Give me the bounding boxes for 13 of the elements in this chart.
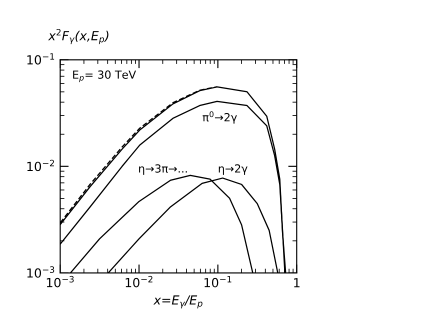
- x-axis-title: x=E$_{γ}$/E$_{p}$: [153, 295, 202, 308]
- x-tick-label: 10$^{−1}$: [204, 276, 232, 288]
- annotation: η→3π→...: [139, 164, 187, 175]
- annotation: E$_{p}$= 30 TeV: [73, 70, 136, 82]
- x-tick-label: 10$^{−3}$: [46, 276, 74, 288]
- x-tick-label: 1: [294, 278, 300, 288]
- y-tick-label: 10$^{−3}$: [27, 266, 54, 278]
- annotation: π$^{0}$→2γ: [202, 111, 237, 124]
- y-tick-label: 10$^{−1}$: [27, 53, 54, 65]
- annotation: η→2γ: [218, 164, 248, 175]
- y-tick-label: 10$^{−2}$: [27, 160, 54, 172]
- chart-title: x$^{2}$F$_{γ}$(x,E$_{p}$): [48, 28, 108, 44]
- x-tick-label: 10$^{−2}$: [126, 276, 152, 288]
